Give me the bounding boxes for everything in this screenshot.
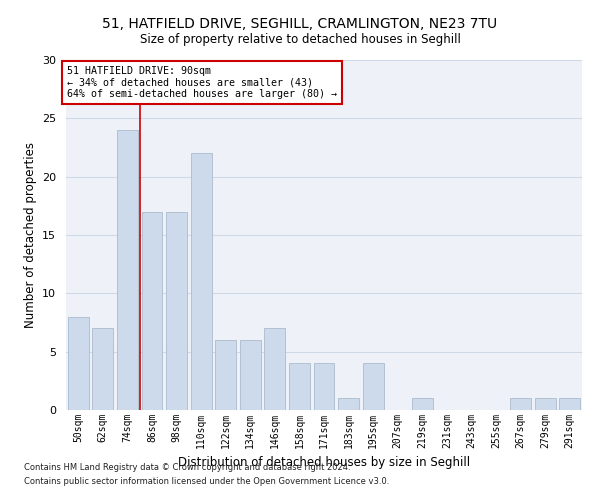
Text: 51, HATFIELD DRIVE, SEGHILL, CRAMLINGTON, NE23 7TU: 51, HATFIELD DRIVE, SEGHILL, CRAMLINGTON… <box>103 18 497 32</box>
Bar <box>166 212 187 410</box>
X-axis label: Distribution of detached houses by size in Seghill: Distribution of detached houses by size … <box>178 456 470 469</box>
Bar <box>142 212 163 410</box>
Bar <box>314 364 334 410</box>
Bar <box>68 316 89 410</box>
Y-axis label: Number of detached properties: Number of detached properties <box>23 142 37 328</box>
Bar <box>240 340 261 410</box>
Bar <box>362 364 383 410</box>
Bar <box>191 154 212 410</box>
Text: Contains HM Land Registry data © Crown copyright and database right 2024.: Contains HM Land Registry data © Crown c… <box>24 464 350 472</box>
Bar <box>510 398 531 410</box>
Bar <box>215 340 236 410</box>
Bar <box>412 398 433 410</box>
Bar <box>535 398 556 410</box>
Bar <box>92 328 113 410</box>
Bar <box>559 398 580 410</box>
Text: 51 HATFIELD DRIVE: 90sqm
← 34% of detached houses are smaller (43)
64% of semi-d: 51 HATFIELD DRIVE: 90sqm ← 34% of detach… <box>67 66 337 99</box>
Bar <box>265 328 286 410</box>
Bar <box>338 398 359 410</box>
Bar <box>289 364 310 410</box>
Bar <box>117 130 138 410</box>
Text: Contains public sector information licensed under the Open Government Licence v3: Contains public sector information licen… <box>24 477 389 486</box>
Text: Size of property relative to detached houses in Seghill: Size of property relative to detached ho… <box>140 32 460 46</box>
